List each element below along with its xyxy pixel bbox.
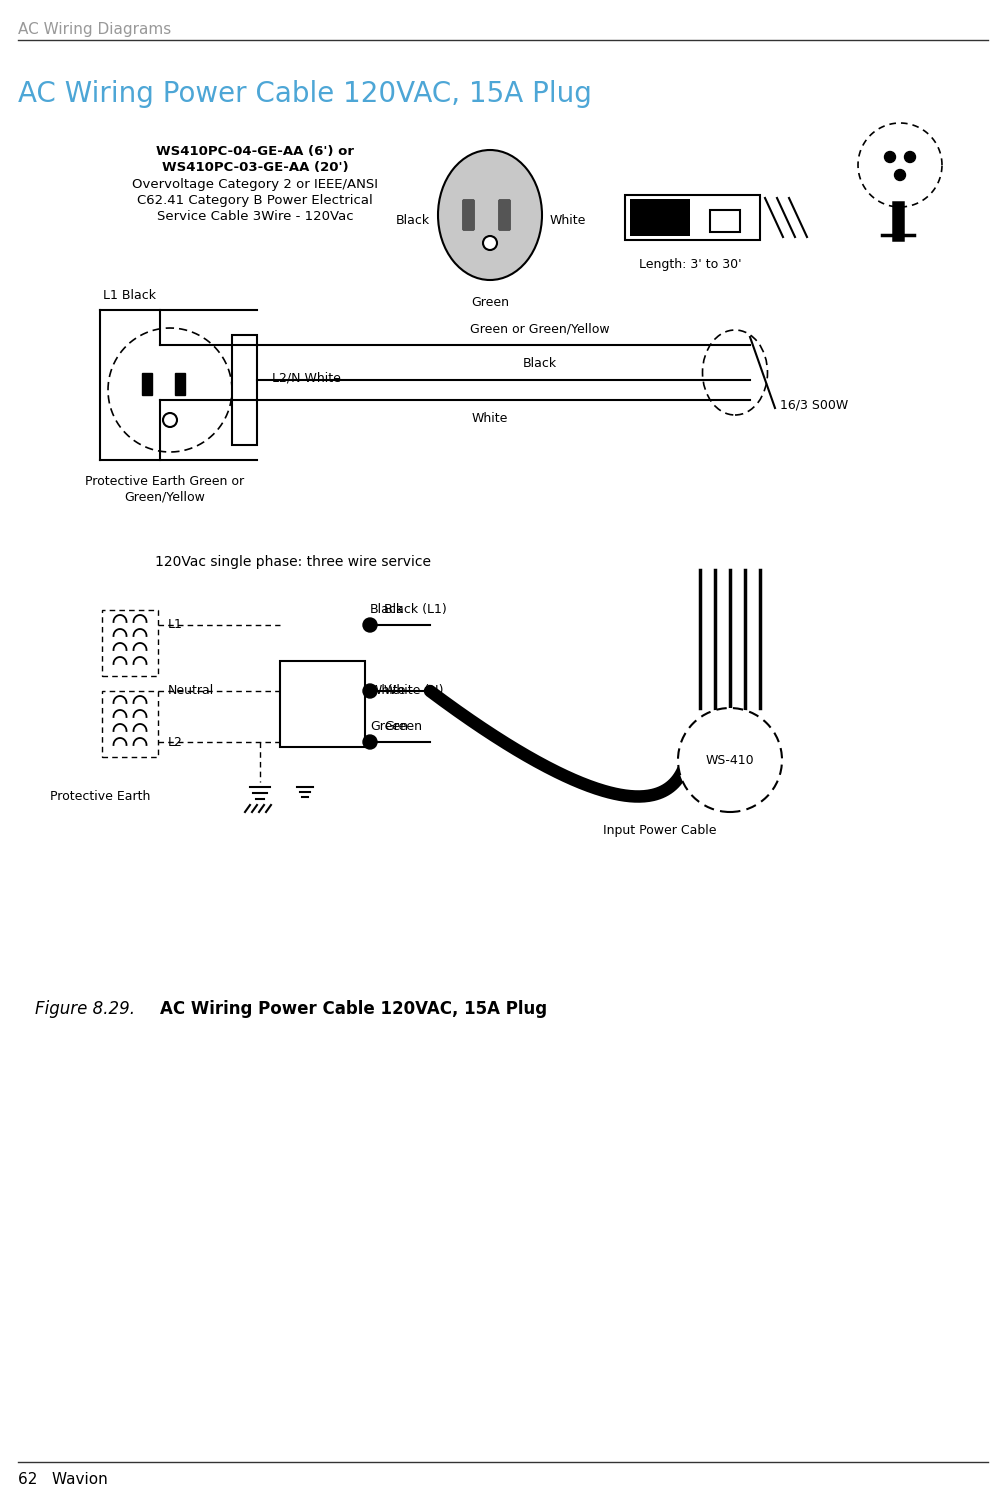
Text: WS410PC-04-GE-AA (6') or: WS410PC-04-GE-AA (6') or <box>156 145 354 158</box>
Text: AC Wiring Diagrams: AC Wiring Diagrams <box>18 22 171 37</box>
Text: Black (L1): Black (L1) <box>384 603 447 615</box>
Circle shape <box>363 618 377 632</box>
Text: L2: L2 <box>168 736 183 748</box>
Text: Black: Black <box>370 603 404 615</box>
FancyBboxPatch shape <box>463 200 475 231</box>
Text: Green: Green <box>370 720 408 733</box>
Text: Neutral: Neutral <box>168 684 214 697</box>
Text: Green or Green/Yellow: Green or Green/Yellow <box>470 322 610 335</box>
Text: White: White <box>370 684 406 697</box>
Text: 120Vac single phase: three wire service: 120Vac single phase: three wire service <box>155 554 431 569</box>
Circle shape <box>894 170 905 180</box>
Text: Service Cable 3Wire - 120Vac: Service Cable 3Wire - 120Vac <box>157 210 353 224</box>
Text: White (N): White (N) <box>384 684 444 697</box>
Text: Black: Black <box>523 358 557 370</box>
Text: White: White <box>472 413 508 425</box>
Text: C62.41 Category B Power Electrical: C62.41 Category B Power Electrical <box>137 194 373 207</box>
Circle shape <box>904 152 915 162</box>
Text: AC Wiring Power Cable 120VAC, 15A Plug: AC Wiring Power Cable 120VAC, 15A Plug <box>160 1000 547 1018</box>
Circle shape <box>163 413 177 428</box>
FancyBboxPatch shape <box>142 372 152 395</box>
Circle shape <box>884 152 895 162</box>
Circle shape <box>363 684 377 697</box>
Circle shape <box>483 235 497 250</box>
Text: AC Wiring Power Cable 120VAC, 15A Plug: AC Wiring Power Cable 120VAC, 15A Plug <box>18 80 592 107</box>
Text: WS-410: WS-410 <box>705 754 754 766</box>
FancyBboxPatch shape <box>232 335 257 446</box>
Text: L1: L1 <box>168 618 183 632</box>
Text: Figure 8.29.: Figure 8.29. <box>35 1000 135 1018</box>
FancyBboxPatch shape <box>175 372 185 395</box>
Text: L2/N White: L2/N White <box>272 371 341 384</box>
Text: Protective Earth Green or
Green/Yellow: Protective Earth Green or Green/Yellow <box>86 475 244 504</box>
Text: Black: Black <box>396 213 430 226</box>
Ellipse shape <box>438 150 542 280</box>
Text: 16/3 S00W: 16/3 S00W <box>780 398 848 411</box>
Text: 62   Wavion: 62 Wavion <box>18 1472 108 1487</box>
FancyBboxPatch shape <box>710 210 740 232</box>
Circle shape <box>363 735 377 749</box>
Text: Length: 3' to 30': Length: 3' to 30' <box>639 258 741 271</box>
Text: Overvoltage Category 2 or IEEE/ANSI: Overvoltage Category 2 or IEEE/ANSI <box>132 177 378 191</box>
FancyBboxPatch shape <box>280 662 365 746</box>
Text: Input Power Cable: Input Power Cable <box>604 824 716 837</box>
Text: Green: Green <box>384 720 422 733</box>
FancyBboxPatch shape <box>630 200 690 235</box>
FancyBboxPatch shape <box>625 195 760 240</box>
Text: L1 Black: L1 Black <box>104 289 157 302</box>
Text: Green: Green <box>471 297 509 308</box>
FancyBboxPatch shape <box>499 200 510 231</box>
Circle shape <box>678 708 782 812</box>
Text: White: White <box>550 213 586 226</box>
Text: Protective Earth: Protective Earth <box>50 790 150 803</box>
Text: WS410PC-03-GE-AA (20'): WS410PC-03-GE-AA (20') <box>162 161 348 174</box>
